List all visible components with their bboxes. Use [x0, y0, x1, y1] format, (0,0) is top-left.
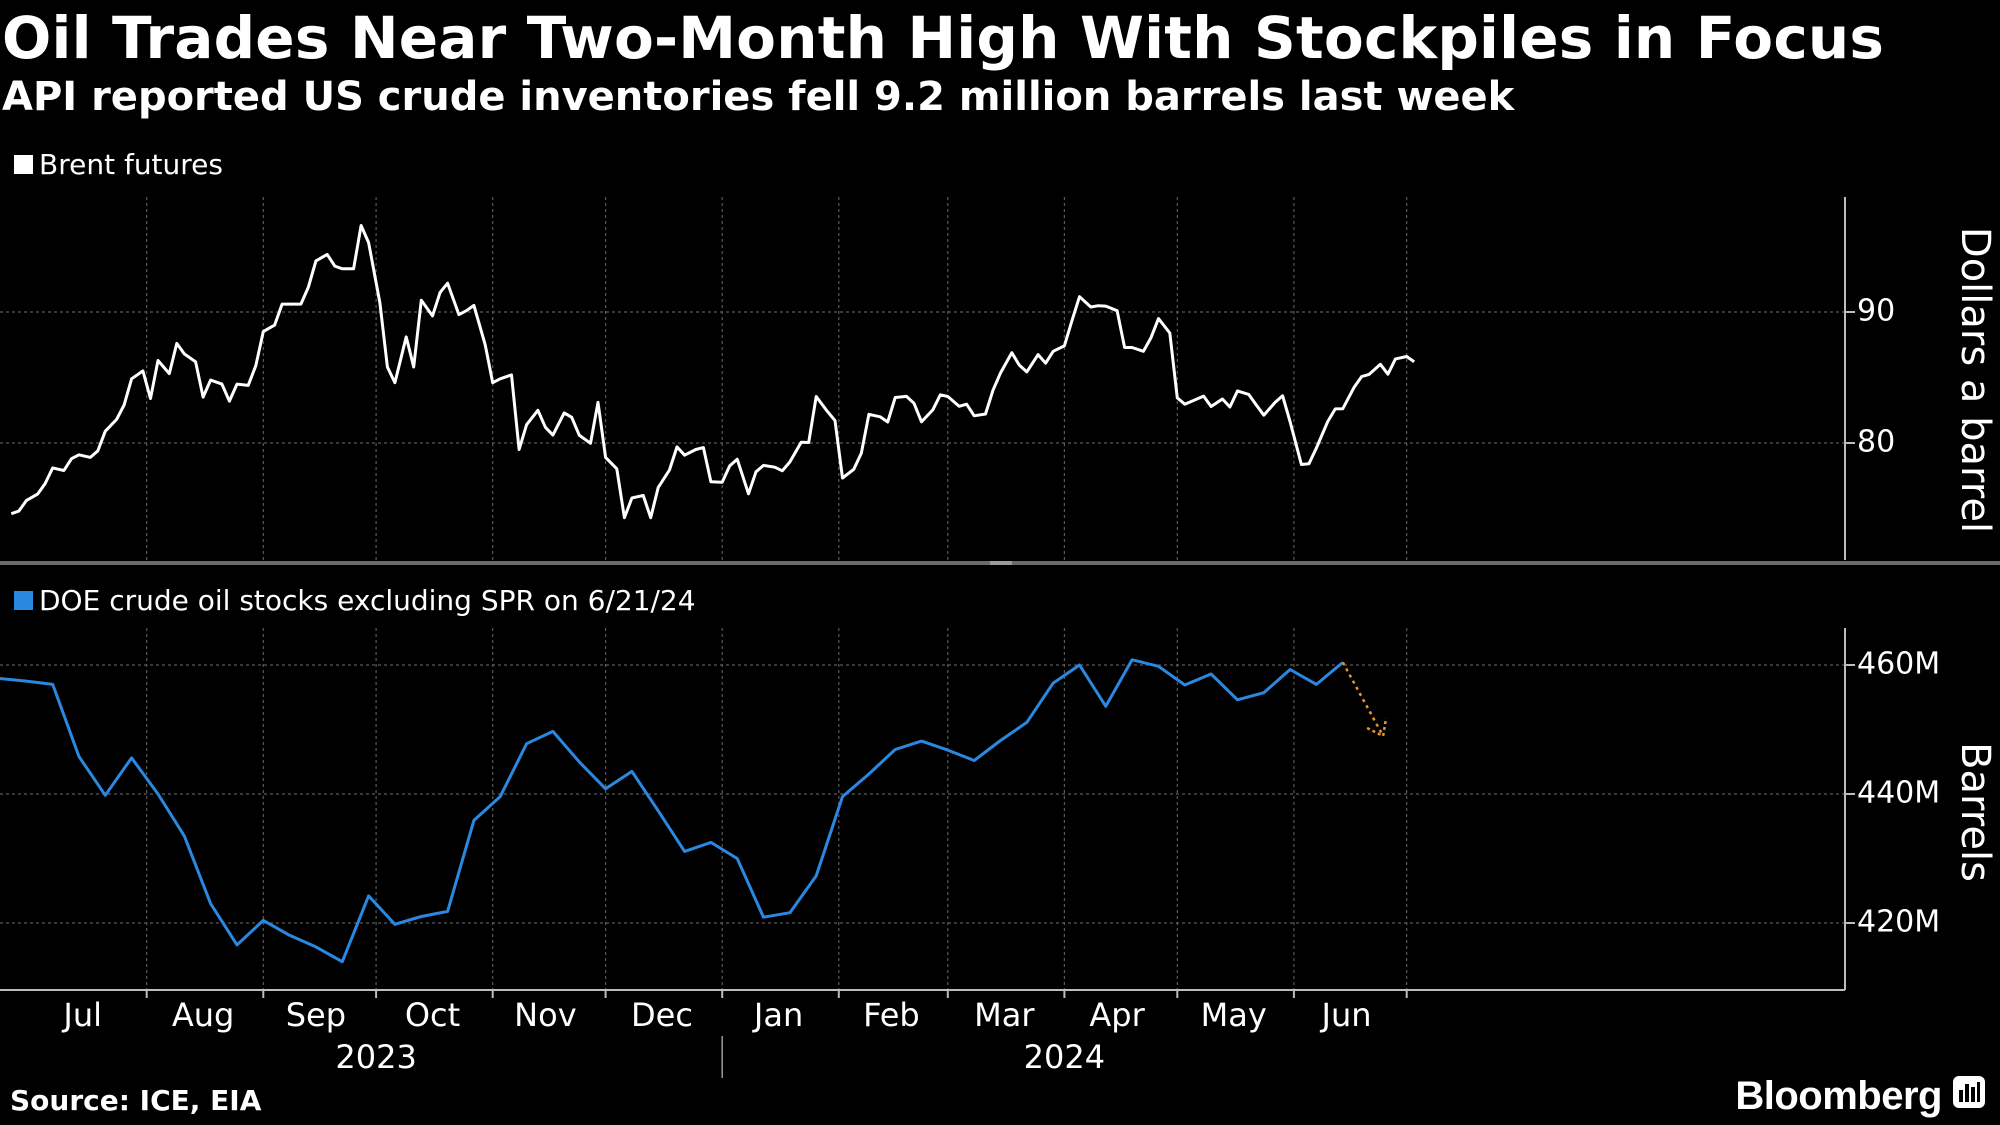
- crude-stocks-line: [0, 658, 1344, 964]
- x-month-label: May: [1201, 996, 1267, 1034]
- x-month-label: Dec: [631, 996, 693, 1034]
- brand-name: Bloomberg: [1735, 1074, 1942, 1118]
- stocks-y-axis-title: Barrels: [1952, 742, 1998, 882]
- bloomberg-logo: Bloomberg: [1735, 1074, 1986, 1119]
- brent-futures-line: [10, 224, 1416, 520]
- stocks-y-tick-label: 440M: [1857, 776, 1940, 811]
- legend-label-brent: Brent futures: [39, 148, 223, 181]
- x-month-label: Nov: [514, 996, 576, 1034]
- bloomberg-terminal-icon: [1952, 1074, 1986, 1119]
- legend-swatch-brent: [14, 155, 33, 174]
- stocks-y-tick-label: 460M: [1857, 647, 1940, 682]
- source-note: Source: ICE, EIA: [10, 1084, 262, 1117]
- x-month-label: Oct: [405, 996, 460, 1034]
- x-month-label: Aug: [172, 996, 234, 1034]
- chart-subtitle: API reported US crude inventories fell 9…: [2, 74, 1515, 120]
- x-month-label: Apr: [1089, 996, 1145, 1034]
- x-year-label: 2023: [335, 1038, 416, 1076]
- x-month-label: Jan: [752, 996, 803, 1034]
- x-year-label: 2024: [1024, 1038, 1105, 1076]
- legend-brent: Brent futures: [14, 148, 223, 181]
- x-month-label: Feb: [863, 996, 920, 1034]
- legend-swatch-stocks: [14, 591, 33, 610]
- legend-label-stocks: DOE crude oil stocks excluding SPR on 6/…: [39, 584, 696, 617]
- brent-y-axis-title: Dollars a barrel: [1952, 227, 1998, 533]
- x-month-label: Jul: [61, 996, 102, 1034]
- x-month-label: Mar: [974, 996, 1035, 1034]
- brent-y-tick-label: 80: [1857, 425, 1895, 460]
- legend-stocks: DOE crude oil stocks excluding SPR on 6/…: [14, 584, 696, 617]
- stocks-y-tick-label: 420M: [1857, 905, 1940, 940]
- chart-title: Oil Trades Near Two-Month High With Stoc…: [2, 4, 1885, 72]
- forecast-arrow-shaft: [1341, 661, 1385, 737]
- x-month-label: Sep: [286, 996, 346, 1034]
- brent-y-tick-label: 90: [1857, 294, 1895, 329]
- forecast-arrow-head: [1366, 717, 1388, 738]
- x-month-label: Jun: [1320, 996, 1372, 1034]
